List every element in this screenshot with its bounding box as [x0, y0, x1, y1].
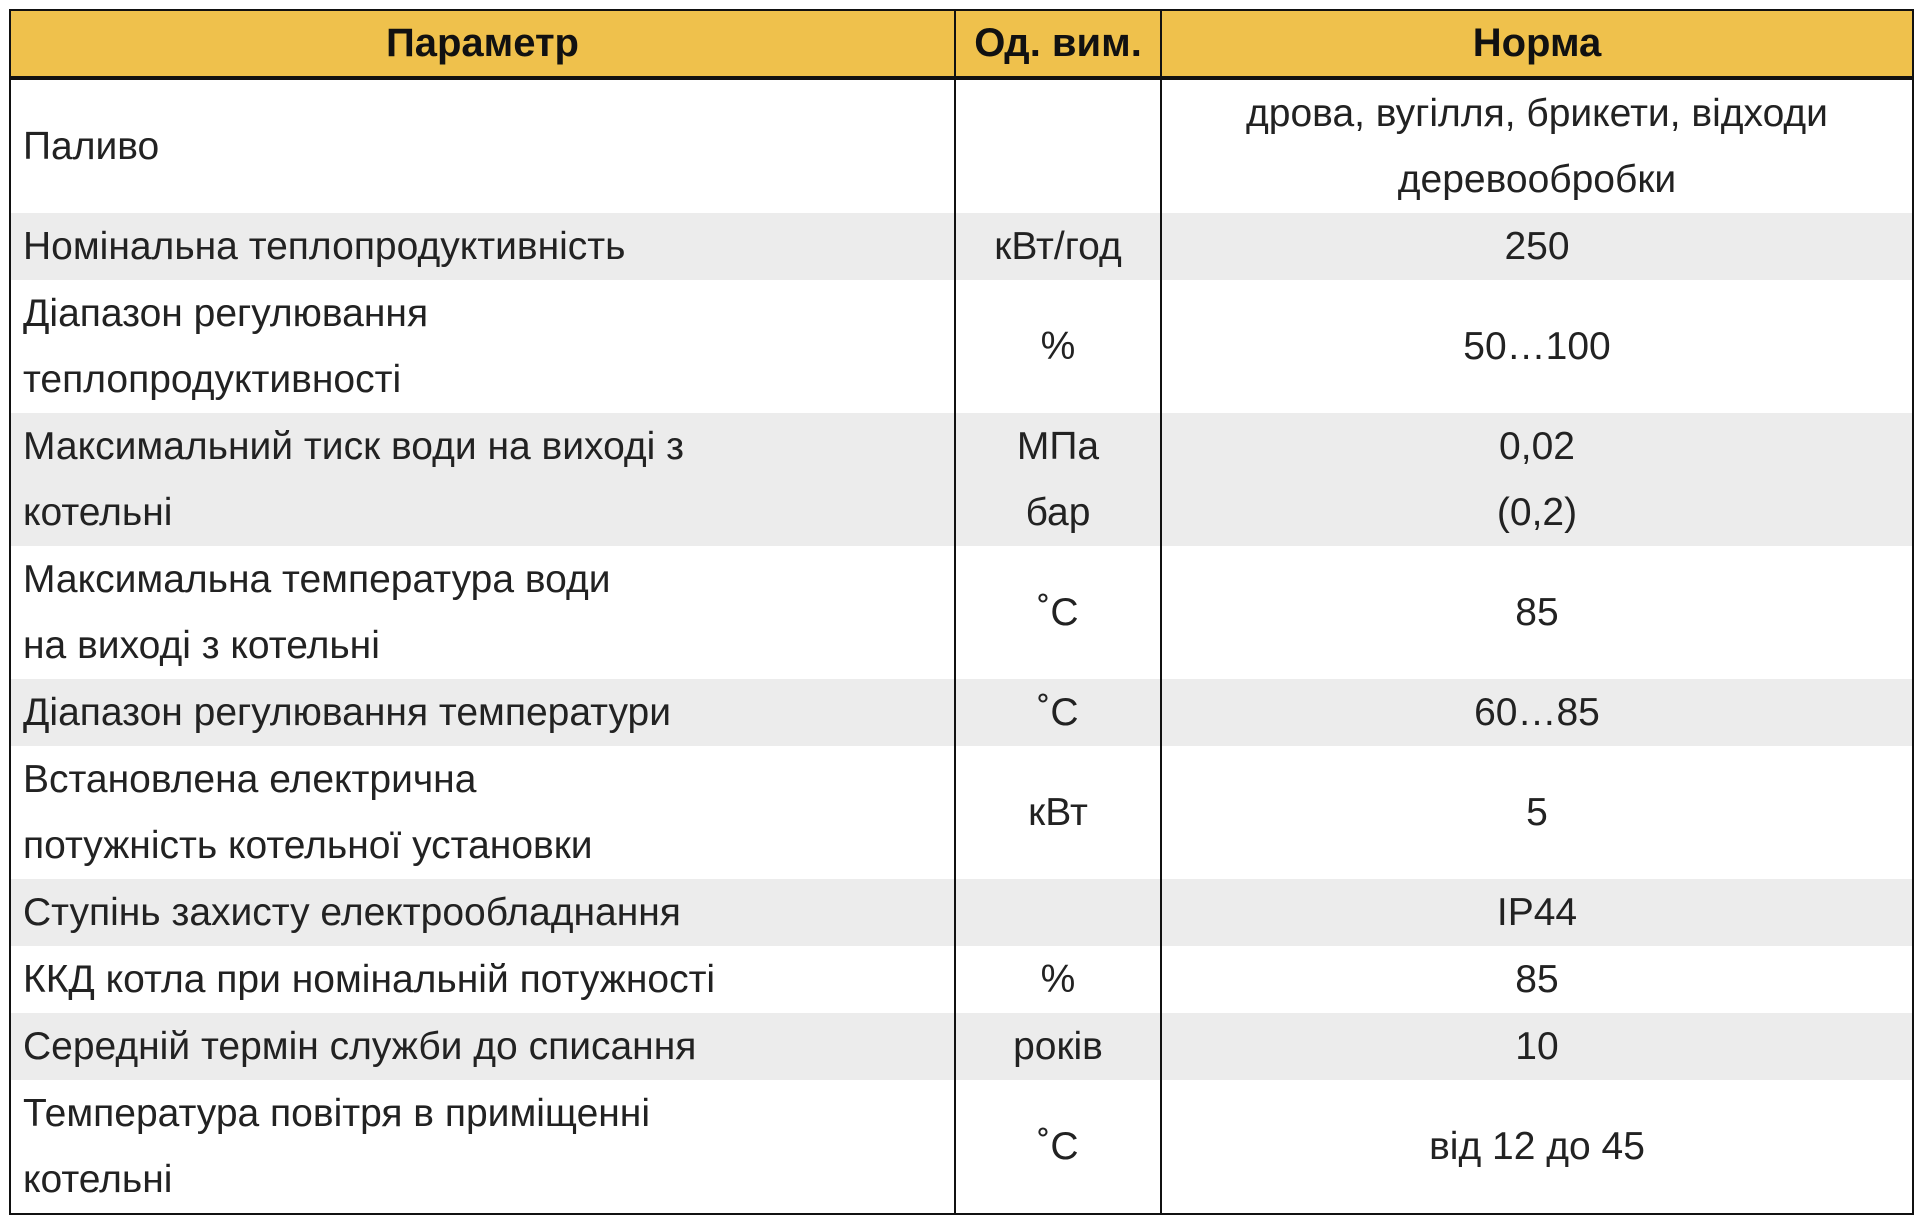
header-parameter: Параметр	[10, 10, 956, 80]
norm-cell: 85	[1161, 946, 1914, 1013]
norm-text: (0,2)	[1496, 490, 1578, 534]
norm-text: 85	[1515, 957, 1559, 1001]
parameter-cell: Діапазон регулювання температури	[10, 679, 956, 746]
table-row: Діапазон регулювання температури ˚С 60…85	[10, 679, 1914, 746]
norm-text: 250	[1504, 224, 1570, 268]
unit-cell: кВт/год	[955, 213, 1162, 280]
unit-text: %	[1040, 324, 1076, 368]
table-row: Встановлена електрична потужність котельн…	[10, 746, 1914, 879]
parameter-cell: Середній термін служби до списання	[10, 1013, 956, 1080]
parameter-cell: Паливо	[10, 78, 956, 213]
parameter-text: Діапазон регулювання температури	[23, 690, 671, 734]
unit-cell: %	[955, 280, 1162, 413]
parameter-cell: Максимальний тиск води на виході з котель…	[10, 413, 956, 546]
parameter-text: Максимальна температура води	[23, 557, 611, 601]
unit-cell	[955, 879, 1162, 946]
unit-text: кВт/год	[994, 224, 1122, 268]
unit-cell	[955, 78, 1162, 213]
parameter-cell: Ступінь захисту електрообладнання	[10, 879, 956, 946]
table-row: Середній термін служби до списання років 1…	[10, 1013, 1914, 1080]
table-row: Номінальна теплопродуктивність кВт/год 250	[10, 213, 1914, 280]
norm-cell: 85	[1161, 546, 1914, 679]
unit-cell: кВт	[955, 746, 1162, 879]
norm-cell: від 12 до 45	[1161, 1080, 1914, 1214]
table-row: Температура повітря в приміщенні котельні…	[10, 1080, 1914, 1214]
parameter-cell: ККД котла при номінальній потужності	[10, 946, 956, 1013]
unit-cell: ˚С	[955, 546, 1162, 679]
norm-cell: 10	[1161, 1013, 1914, 1080]
unit-text: ˚С	[1037, 1124, 1079, 1168]
norm-text: IP44	[1496, 890, 1578, 934]
norm-cell: 50…100	[1161, 280, 1914, 413]
norm-text: деревообробки	[1397, 157, 1677, 201]
norm-text: 0,02	[1499, 424, 1575, 468]
parameter-text: теплопродуктивності	[23, 357, 402, 401]
unit-cell: років	[955, 1013, 1162, 1080]
unit-cell: ˚С	[955, 1080, 1162, 1214]
norm-text: 60…85	[1474, 690, 1600, 734]
unit-text: бар	[1025, 490, 1091, 534]
unit-text: МПа	[1016, 424, 1100, 468]
parameter-text: Максимальний тиск води на виході з	[23, 424, 685, 468]
norm-cell: IP44	[1161, 879, 1914, 946]
specs-table: Параметр Од. вим. Норма Паливо дрова, вуг…	[9, 9, 1914, 1215]
header-unit: Од. вим.	[955, 10, 1162, 80]
norm-cell: дрова, вугілля, брикети, відходи деревооб…	[1161, 78, 1914, 213]
norm-text: від 12 до 45	[1429, 1124, 1645, 1168]
parameter-cell: Діапазон регулювання теплопродуктивності	[10, 280, 956, 413]
norm-cell: 5	[1161, 746, 1914, 879]
header-norm: Норма	[1161, 10, 1914, 80]
table-row: Максимальний тиск води на виході з котель…	[10, 413, 1914, 546]
norm-text: 5	[1526, 790, 1548, 834]
parameter-text: Ступінь захисту електрообладнання	[23, 890, 681, 934]
parameter-text: котельні	[23, 1157, 173, 1201]
unit-text: кВт	[1028, 790, 1088, 834]
norm-text: 10	[1515, 1024, 1559, 1068]
parameter-text: Номінальна теплопродуктивність	[23, 224, 626, 268]
unit-text: %	[1040, 957, 1076, 1001]
norm-text: 50…100	[1463, 324, 1611, 368]
parameter-cell: Встановлена електрична потужність котельн…	[10, 746, 956, 879]
table-row: Ступінь захисту електрообладнання IP44	[10, 879, 1914, 946]
parameter-text: ККД котла при номінальній потужності	[23, 957, 716, 1001]
unit-cell: МПа бар	[955, 413, 1162, 546]
parameter-text: Температура повітря в приміщенні	[23, 1091, 651, 1135]
table-row: Діапазон регулювання теплопродуктивності%…	[10, 280, 1914, 413]
unit-cell: ˚С	[955, 679, 1162, 746]
parameter-text: потужність котельної установки	[23, 823, 593, 867]
table-row: Максимальна температура води на виході з …	[10, 546, 1914, 679]
norm-text: дрова, вугілля, брикети, відходи	[1246, 91, 1828, 135]
table-row: Паливо дрова, вугілля, брикети, відходи де…	[10, 78, 1914, 213]
norm-cell: 250	[1161, 213, 1914, 280]
parameter-cell: Номінальна теплопродуктивність	[10, 213, 956, 280]
parameter-text: Паливо	[23, 124, 160, 168]
table-row: ККД котла при номінальній потужності% 85	[10, 946, 1914, 1013]
parameter-text: Діапазон регулювання	[23, 291, 429, 335]
norm-cell: 0,02 (0,2)	[1161, 413, 1914, 546]
parameter-cell: Температура повітря в приміщенні котельні	[10, 1080, 956, 1214]
unit-text: років	[1013, 1024, 1103, 1068]
parameter-text: котельні	[23, 490, 173, 534]
unit-cell: %	[955, 946, 1162, 1013]
parameter-text: Середній термін служби до списання	[23, 1024, 697, 1068]
unit-text: ˚С	[1037, 590, 1079, 634]
norm-cell: 60…85	[1161, 679, 1914, 746]
parameter-cell: Максимальна температура води на виході з …	[10, 546, 956, 679]
unit-text: ˚С	[1037, 690, 1079, 734]
header-row: Параметр Од. вим. Норма	[10, 10, 1914, 80]
parameter-text: Встановлена електрична	[23, 757, 477, 801]
norm-text: 85	[1515, 590, 1559, 634]
parameter-text: на виході з котельні	[23, 623, 380, 667]
